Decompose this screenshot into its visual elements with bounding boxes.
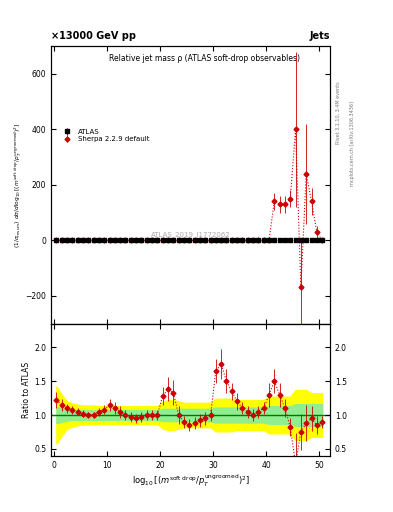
Text: ATLAS_2019_I1772062: ATLAS_2019_I1772062 bbox=[151, 231, 230, 238]
Text: Jets: Jets bbox=[310, 31, 330, 40]
Legend: ATLAS, Sherpa 2.2.9 default: ATLAS, Sherpa 2.2.9 default bbox=[60, 127, 151, 143]
Y-axis label: Ratio to ATLAS: Ratio to ATLAS bbox=[22, 361, 31, 418]
Y-axis label: $(1/\sigma_{\mathrm{resum}})\ d\sigma/d\log_{10}[(m^{\mathrm{soft\ drop}}/p_T^{\: $(1/\sigma_{\mathrm{resum}})\ d\sigma/d\… bbox=[13, 122, 24, 247]
X-axis label: $\log_{10}[(m^{\mathrm{soft\ drop}}/p_T^{\mathrm{ungroomed}})^2]$: $\log_{10}[(m^{\mathrm{soft\ drop}}/p_T^… bbox=[132, 472, 250, 488]
Text: Rivet 3.1.10, 3.4M events: Rivet 3.1.10, 3.4M events bbox=[336, 81, 341, 144]
Text: ×13000 GeV pp: ×13000 GeV pp bbox=[51, 31, 136, 40]
Text: Relative jet mass ρ (ATLAS soft-drop observables): Relative jet mass ρ (ATLAS soft-drop obs… bbox=[109, 54, 300, 63]
Text: mcplots.cern.ch [arXiv:1306.3436]: mcplots.cern.ch [arXiv:1306.3436] bbox=[350, 101, 355, 186]
